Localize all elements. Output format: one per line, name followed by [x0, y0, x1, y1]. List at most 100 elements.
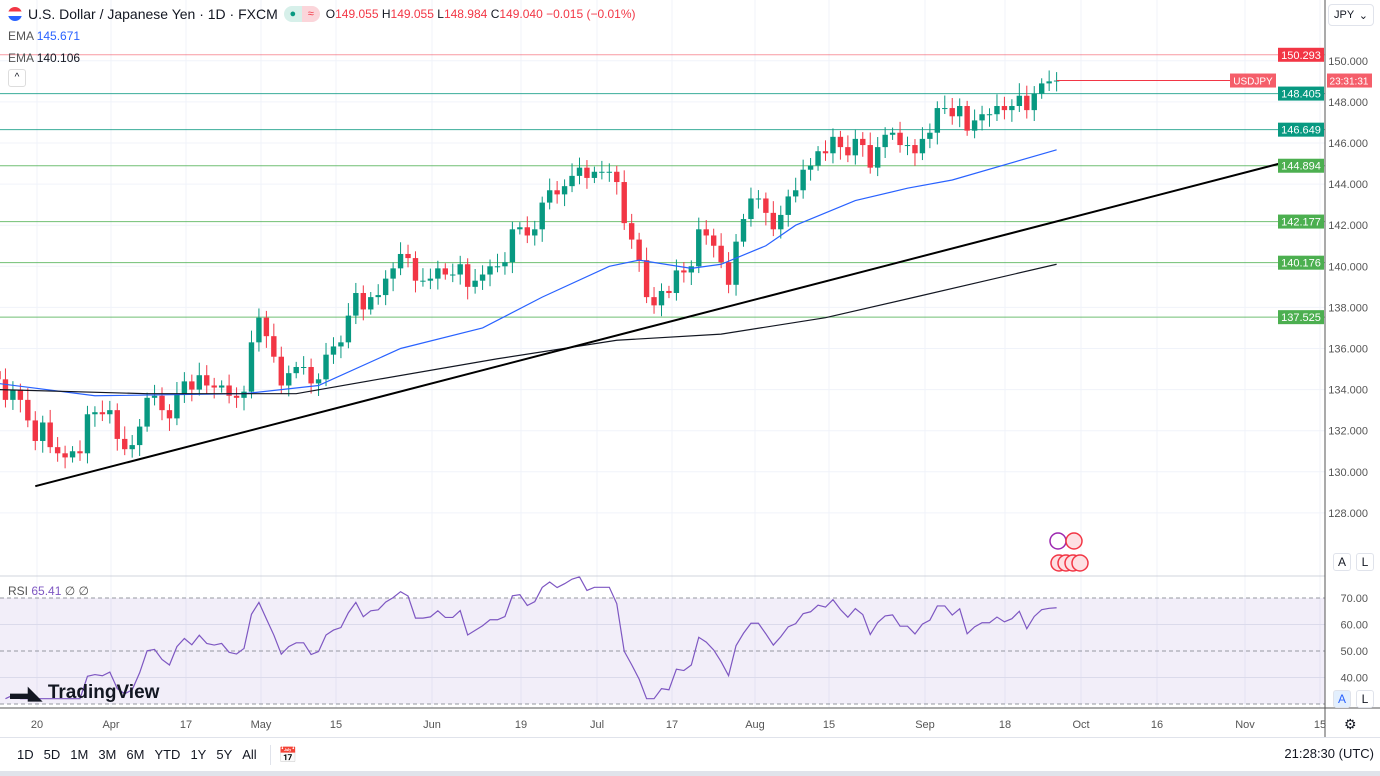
- candle: [949, 108, 955, 117]
- candle: [733, 241, 739, 285]
- candle: [554, 190, 560, 195]
- time-tick: Jun: [423, 719, 441, 731]
- candle: [815, 151, 821, 166]
- candle: [263, 317, 270, 337]
- candle: [688, 266, 695, 273]
- rsi-line: [5, 576, 1057, 700]
- candle: [718, 245, 724, 263]
- time-tick: Nov: [1235, 719, 1255, 731]
- currency-select[interactable]: JPY ⌄: [1328, 4, 1374, 26]
- countdown: 23:31:31: [1330, 77, 1369, 88]
- candle: [882, 134, 888, 148]
- candle: [1039, 83, 1045, 94]
- market-status[interactable]: ● ≈: [283, 6, 320, 22]
- range-ytd[interactable]: YTD: [154, 747, 181, 762]
- symbol-title[interactable]: U.S. Dollar / Japanese Yen · 1D · FXCM: [28, 6, 278, 22]
- level-label: 144.894: [1281, 161, 1321, 173]
- price-tick: 150.000: [1328, 56, 1368, 68]
- candle: [382, 278, 389, 296]
- candle: [248, 342, 255, 392]
- candle: [770, 212, 777, 230]
- clock[interactable]: 21:28:30 (UTC): [1284, 746, 1374, 761]
- ema200-line: [0, 263, 1057, 395]
- candle: [271, 336, 277, 357]
- rsi-legend[interactable]: RSI 65.41 ∅ ∅: [8, 584, 89, 598]
- candle: [546, 190, 553, 203]
- ema-legend-1[interactable]: EMA 145.671: [8, 29, 81, 43]
- candle: [561, 186, 568, 195]
- chart-canvas[interactable]: 150.000 148.000 146.000 144.000 142.000 140.0…: [0, 0, 1380, 737]
- candle: [107, 410, 113, 415]
- candle: [860, 138, 866, 146]
- settings-icon[interactable]: ⚙: [1344, 716, 1357, 732]
- ema-legend-2[interactable]: EMA 140.106: [8, 51, 81, 65]
- candle: [956, 106, 963, 117]
- candle: [479, 274, 486, 281]
- candle: [241, 391, 247, 398]
- candle: [166, 410, 173, 419]
- candle: [599, 171, 605, 173]
- candle: [576, 167, 583, 176]
- level-label: 137.525: [1281, 312, 1321, 324]
- candle: [300, 366, 307, 368]
- range-3m[interactable]: 3M: [98, 747, 117, 762]
- ema50-line: [0, 149, 1057, 397]
- range-5d[interactable]: 5D: [43, 747, 61, 762]
- level-label: 150.293: [1281, 50, 1321, 62]
- candle: [196, 375, 202, 390]
- divider: [269, 744, 271, 765]
- candle: [1016, 95, 1023, 107]
- candle: [591, 171, 598, 178]
- time-tick: 17: [666, 719, 678, 731]
- range-1y[interactable]: 1Y: [190, 747, 207, 762]
- candle: [942, 108, 948, 110]
- candle: [32, 420, 38, 441]
- candle: [673, 270, 680, 294]
- range-all[interactable]: All: [242, 747, 257, 762]
- log-scale-button[interactable]: L: [1356, 553, 1374, 571]
- level-label: 146.649: [1281, 125, 1321, 137]
- candle: [867, 145, 873, 168]
- candle: [92, 412, 98, 415]
- range-1d[interactable]: 1D: [17, 747, 34, 762]
- candle: [725, 262, 732, 285]
- candle: [897, 132, 903, 146]
- candle: [211, 385, 217, 388]
- level-label: 140.176: [1281, 258, 1321, 270]
- candle: [1001, 106, 1008, 111]
- candle: [532, 229, 538, 236]
- auto-scale-button[interactable]: A: [1333, 553, 1351, 571]
- level-label-bg: [1278, 310, 1324, 325]
- candle: [845, 147, 851, 156]
- price-tick: 146.000: [1328, 138, 1368, 150]
- rsi-tick: 70.00: [1340, 593, 1368, 605]
- candle: [487, 266, 493, 275]
- collapse-legend-button[interactable]: ^: [8, 69, 26, 87]
- range-6m[interactable]: 6M: [126, 747, 145, 762]
- chevron-down-icon: ⌄: [1358, 10, 1368, 22]
- time-tick: 18: [999, 719, 1011, 731]
- candle: [1046, 81, 1052, 84]
- range-1m[interactable]: 1M: [70, 747, 89, 762]
- level-label-bg: [1278, 47, 1324, 62]
- candle: [17, 389, 24, 400]
- candle: [457, 264, 463, 275]
- candle: [584, 167, 590, 178]
- rsi-auto-scale-button[interactable]: A: [1333, 690, 1351, 708]
- candle: [837, 136, 844, 148]
- candle: [442, 268, 448, 275]
- range-5y[interactable]: 5Y: [216, 747, 233, 762]
- candle: [99, 412, 106, 415]
- candle: [852, 138, 859, 156]
- symbol-label-bg: [1230, 73, 1276, 88]
- candle: [830, 136, 836, 154]
- go-to-date-icon[interactable]: 📅: [278, 746, 298, 764]
- candle: [539, 202, 545, 230]
- us-flag-icon: [8, 7, 22, 21]
- rsi-log-scale-button[interactable]: L: [1356, 690, 1374, 708]
- level-label-bg: [1278, 86, 1324, 101]
- rsi-tick: 40.00: [1340, 673, 1368, 685]
- candle: [464, 264, 471, 287]
- ohlc-values: O149.055 H149.055 L148.984 C149.040 −0.0…: [325, 7, 636, 21]
- event-us-flag-icon: [1071, 554, 1089, 572]
